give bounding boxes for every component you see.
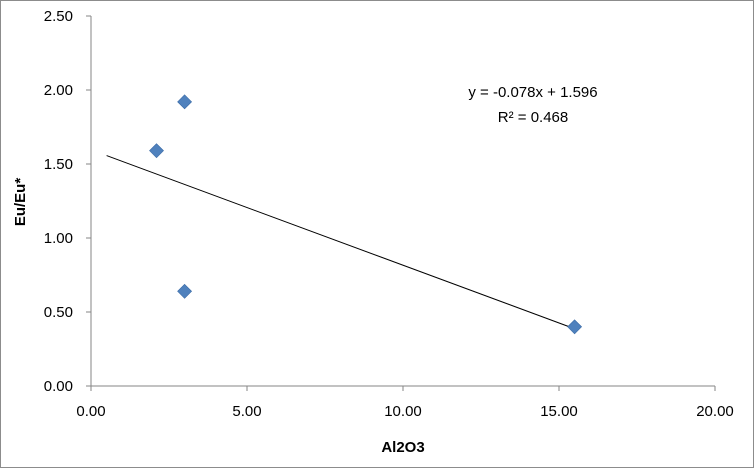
tick-labels: 0.00 5.00 10.00 15.00 20.00 0.00 0.50 1.00 1.50 2… (44, 8, 734, 420)
data-points (149, 94, 583, 335)
x-axis-title: Al2O3 (381, 439, 424, 456)
axes (86, 15, 716, 391)
y-tick-label: 1.00 (44, 230, 73, 247)
data-point (567, 319, 583, 335)
x-tick-label: 10.00 (384, 403, 422, 420)
y-axis-title: Eu/Eu* (12, 178, 29, 227)
y-tick-label: 1.50 (44, 156, 73, 173)
y-tick-label: 0.50 (44, 304, 73, 321)
y-tick-label: 2.50 (44, 8, 73, 25)
x-tick-label: 15.00 (540, 403, 578, 420)
data-point (177, 94, 193, 110)
data-point (149, 143, 164, 159)
y-tick-label: 2.00 (44, 82, 73, 99)
x-tick-label: 0.00 (76, 403, 105, 420)
x-tick-label: 5.00 (232, 403, 261, 420)
trendline-group (106, 155, 575, 330)
data-point (177, 283, 193, 299)
x-tick-label: 20.00 (696, 403, 734, 420)
y-tick-label: 0.00 (44, 378, 73, 395)
trendline (106, 155, 575, 330)
trendline-equation: y = -0.078x + 1.596 (468, 84, 597, 101)
trendline-r-squared: R² = 0.468 (498, 109, 568, 126)
